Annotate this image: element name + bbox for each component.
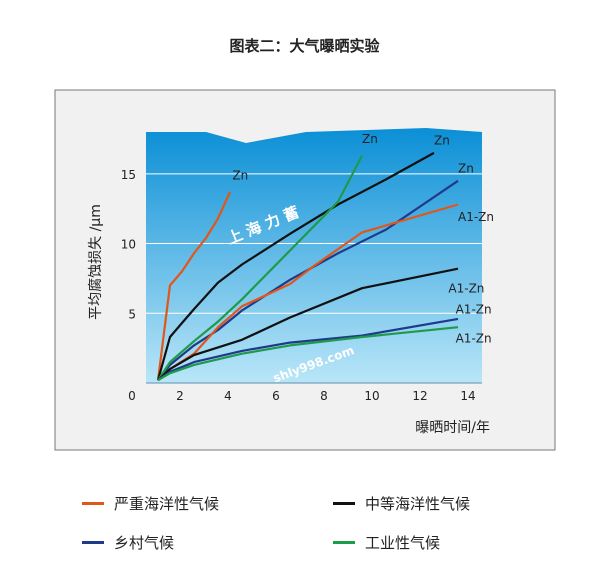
x-axis-label: 曝晒时间/年 [415,420,490,436]
x-tick-label: 12 [412,389,427,403]
series-annotation: A1-Zn [458,210,494,224]
series-line [156,151,435,381]
y-tick-label: 10 [121,238,136,252]
series-line [157,317,459,382]
series-line [156,191,232,381]
series-line [157,326,459,382]
series-line [157,267,459,382]
series-annotation: A1-Zn [456,332,492,346]
y-tick-label: 5 [128,307,136,321]
x-tick-label: 8 [320,389,328,403]
series-annotation: Zn [362,132,378,146]
y-tick-label: 15 [121,168,136,182]
x-tick-label: 6 [272,389,280,403]
series-annotation: Zn [434,134,450,148]
series-annotation: A1-Zn [448,281,484,295]
chart-title: 图表二：大气曝晒实验 [229,37,380,55]
series-lines [156,151,459,382]
series-annotation: Zn [232,168,248,182]
series-annotations: Zn Zn Zn Zn A1-Zn A1-Zn A1-Zn A1-Zn [232,132,494,345]
x-tick-label: 0 [128,389,136,403]
x-tick-label: 14 [460,389,475,403]
y-axis-label: 平均腐蚀损失 /μm [87,204,104,320]
x-tick-label: 4 [224,389,232,403]
x-tick-label: 10 [364,389,379,403]
tick-labels: 5 10 15 0 2 4 6 8 10 12 14 [121,168,476,403]
series-annotation: A1-Zn [456,302,492,316]
series-line [157,179,459,381]
x-tick-label: 2 [176,389,184,403]
series-line [157,155,363,381]
series-annotation: Zn [458,161,474,175]
